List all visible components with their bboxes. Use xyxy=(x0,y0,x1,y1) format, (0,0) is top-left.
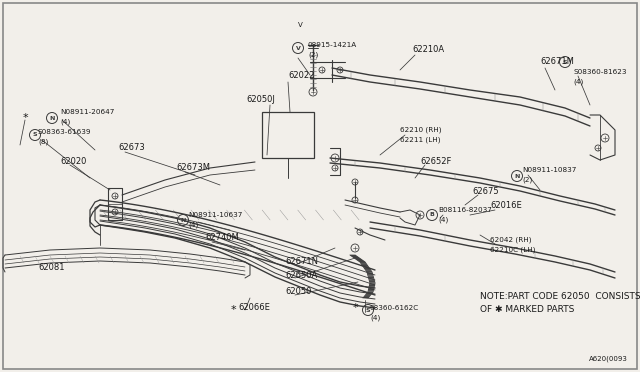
Text: 62020: 62020 xyxy=(60,157,86,167)
Text: S08360-81623: S08360-81623 xyxy=(573,69,627,75)
Text: 08360-6162C: 08360-6162C xyxy=(370,305,419,311)
Text: 62081: 62081 xyxy=(38,263,65,273)
Text: (4): (4) xyxy=(60,119,70,125)
Text: 62740M: 62740M xyxy=(205,234,239,243)
Text: S: S xyxy=(365,308,371,312)
Text: 62050: 62050 xyxy=(285,288,312,296)
Text: B08116-82037: B08116-82037 xyxy=(438,207,492,213)
Text: N08911-10837: N08911-10837 xyxy=(522,167,577,173)
Text: (4): (4) xyxy=(370,315,380,321)
Text: 62650A: 62650A xyxy=(285,270,317,279)
Text: 08915-1421A: 08915-1421A xyxy=(308,42,357,48)
Text: 62673M: 62673M xyxy=(176,164,210,173)
Text: 62652F: 62652F xyxy=(420,157,451,167)
Text: N08911-20647: N08911-20647 xyxy=(60,109,115,115)
Text: 62210A: 62210A xyxy=(412,45,444,55)
Text: 62671M: 62671M xyxy=(540,58,574,67)
Text: A620(0093: A620(0093 xyxy=(589,356,628,362)
Text: (8): (8) xyxy=(38,139,48,145)
Text: V: V xyxy=(298,22,302,28)
Text: *: * xyxy=(22,113,28,123)
Text: S: S xyxy=(33,132,37,138)
Text: N: N xyxy=(180,218,186,222)
Text: S: S xyxy=(563,60,567,64)
Text: 62050J: 62050J xyxy=(246,96,275,105)
Text: 62211 (LH): 62211 (LH) xyxy=(400,137,440,143)
Text: V: V xyxy=(296,45,300,51)
Text: (4): (4) xyxy=(188,222,198,228)
Text: S08363-61639: S08363-61639 xyxy=(38,129,92,135)
Text: N: N xyxy=(49,115,54,121)
Text: 62671N: 62671N xyxy=(285,257,318,266)
Text: 62673: 62673 xyxy=(118,144,145,153)
Text: *: * xyxy=(352,303,358,313)
Text: N: N xyxy=(515,173,520,179)
Text: NOTE:PART CODE 62050  CONSISTS
OF ✱ MARKED PARTS: NOTE:PART CODE 62050 CONSISTS OF ✱ MARKE… xyxy=(480,292,640,314)
Text: 62210 (RH): 62210 (RH) xyxy=(400,127,442,133)
Text: 62022: 62022 xyxy=(288,71,314,80)
Text: 62210C (LH): 62210C (LH) xyxy=(490,247,536,253)
Text: N08911-10637: N08911-10637 xyxy=(188,212,243,218)
Text: (2): (2) xyxy=(308,52,318,58)
Text: 62675: 62675 xyxy=(472,187,499,196)
Text: 62016E: 62016E xyxy=(490,202,522,211)
Text: *: * xyxy=(230,305,236,315)
Text: (4): (4) xyxy=(438,217,448,223)
Text: 62042 (RH): 62042 (RH) xyxy=(490,237,531,243)
Text: (2): (2) xyxy=(522,177,532,183)
Text: 62066E: 62066E xyxy=(238,304,270,312)
Text: (4): (4) xyxy=(573,79,583,85)
Text: B: B xyxy=(429,212,435,218)
